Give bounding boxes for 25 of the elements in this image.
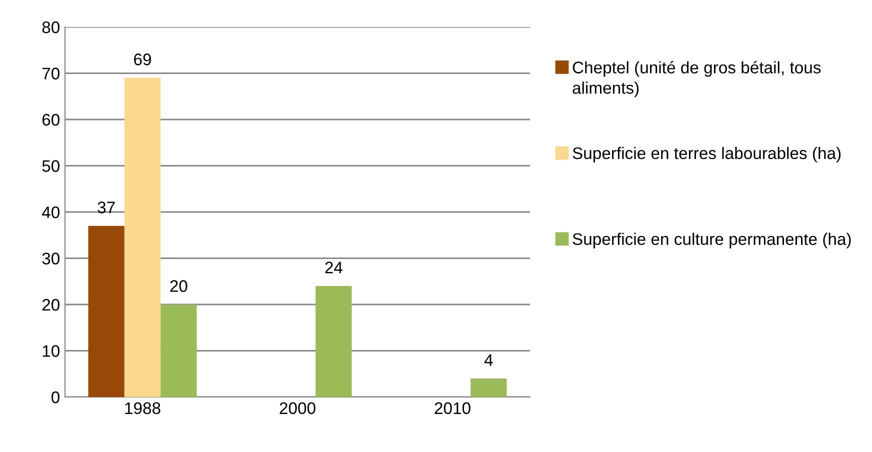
data-label: 20 (170, 280, 188, 292)
bar (124, 78, 161, 397)
y-tick-label: 80 (42, 21, 60, 34)
legend-label: Superficie en culture permanente (ha) (572, 232, 851, 248)
x-tick-label: 2010 (434, 402, 470, 414)
y-tick-label: 10 (42, 345, 60, 357)
y-tick-label: 70 (42, 68, 60, 80)
data-label: 4 (484, 354, 493, 366)
data-label: 37 (98, 202, 115, 214)
y-tick-label: 20 (42, 298, 60, 311)
x-tick-label: 2000 (280, 402, 316, 414)
legend-label: Cheptel (unité de gros bétail, tous aliments) (572, 61, 821, 98)
y-tick-label: 0 (52, 391, 60, 404)
x-tick-label: 1988 (125, 402, 160, 414)
y-tick-label: 40 (42, 206, 60, 218)
legend-label: Superficie en terres labourables (ha) (572, 146, 841, 162)
y-tick-label: 60 (42, 114, 60, 126)
y-tick-label: 30 (42, 252, 60, 264)
bar (316, 286, 352, 397)
bar (88, 226, 124, 397)
data-label: 69 (134, 54, 151, 66)
y-tick-label: 50 (42, 160, 60, 172)
bar (160, 304, 197, 397)
data-label: 24 (325, 262, 342, 274)
bar (470, 378, 507, 397)
